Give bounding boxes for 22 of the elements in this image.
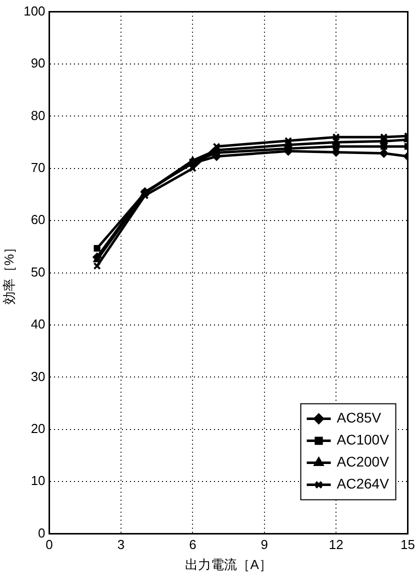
x-tick-label: 9 [260,537,268,552]
y-tick-label: 80 [30,108,46,123]
x-tick-label: 6 [189,537,196,552]
legend-label: AC85V [336,410,382,426]
y-tick-label: 0 [38,525,46,540]
y-axis-title: 効率［%］ [1,241,16,305]
y-tick-label: 10 [30,473,46,488]
y-tick-label: 50 [30,264,46,280]
legend-label: AC200V [336,454,390,470]
y-tick-label: 60 [30,212,46,228]
x-axis-title: 出力電流［A］ [185,556,272,572]
legend-label: AC264V [336,476,390,492]
y-tick-label: 40 [30,316,46,332]
y-tick-label: 100 [24,3,46,18]
x-tick-label: 3 [117,537,125,552]
x-tick-label: 15 [400,537,416,552]
y-tick-label: 20 [30,420,46,436]
y-tick-label: 30 [30,368,46,384]
y-tick-label: 90 [30,56,46,71]
y-tick-label: 70 [30,160,46,175]
x-tick-label: 12 [328,537,344,552]
legend-label: AC100V [336,432,390,448]
